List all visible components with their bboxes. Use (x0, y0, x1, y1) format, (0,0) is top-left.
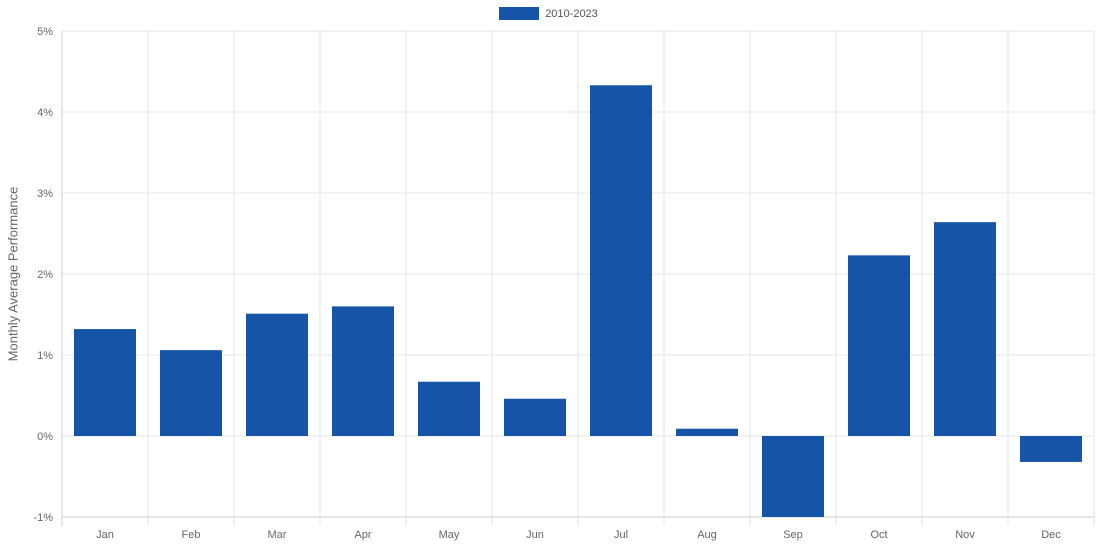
y-tick-label: 1% (37, 350, 53, 362)
legend-swatch (499, 7, 540, 20)
y-tick-label: 2% (37, 269, 53, 281)
bar-oct[interactable] (848, 255, 910, 436)
legend[interactable]: 2010-2023 (0, 7, 1097, 20)
x-tick-label: Feb (182, 529, 201, 541)
x-tick-label: Nov (955, 529, 975, 541)
x-tick-label: Dec (1041, 529, 1061, 541)
bar-dec[interactable] (1020, 436, 1082, 462)
x-tick-label: Sep (783, 529, 803, 541)
x-tick-label: Oct (870, 529, 887, 541)
bar-may[interactable] (418, 381, 480, 436)
bar-aug[interactable] (676, 428, 738, 436)
y-tick-label: 0% (37, 431, 53, 443)
x-tick-label: May (439, 529, 460, 541)
bar-jun[interactable] (504, 398, 566, 436)
y-tick-label: 4% (37, 107, 53, 119)
bar-jul[interactable] (590, 85, 652, 437)
bar-mar[interactable] (246, 313, 308, 436)
bar-sep[interactable] (762, 436, 824, 517)
y-tick-label: 3% (37, 188, 53, 200)
x-tick-label: Apr (354, 529, 371, 541)
x-tick-label: Jan (96, 529, 114, 541)
x-tick-label: Jul (614, 529, 628, 541)
bar-apr[interactable] (332, 306, 394, 436)
x-tick-label: Aug (697, 529, 717, 541)
x-tick-label: Jun (526, 529, 544, 541)
bar-feb[interactable] (160, 350, 222, 436)
x-tick-label: Mar (268, 529, 287, 541)
bar-nov[interactable] (934, 222, 996, 436)
y-tick-label: 5% (37, 26, 53, 38)
legend-label: 2010-2023 (545, 7, 598, 20)
y-tick-label: -1% (33, 512, 53, 524)
bar-jan[interactable] (74, 329, 136, 436)
